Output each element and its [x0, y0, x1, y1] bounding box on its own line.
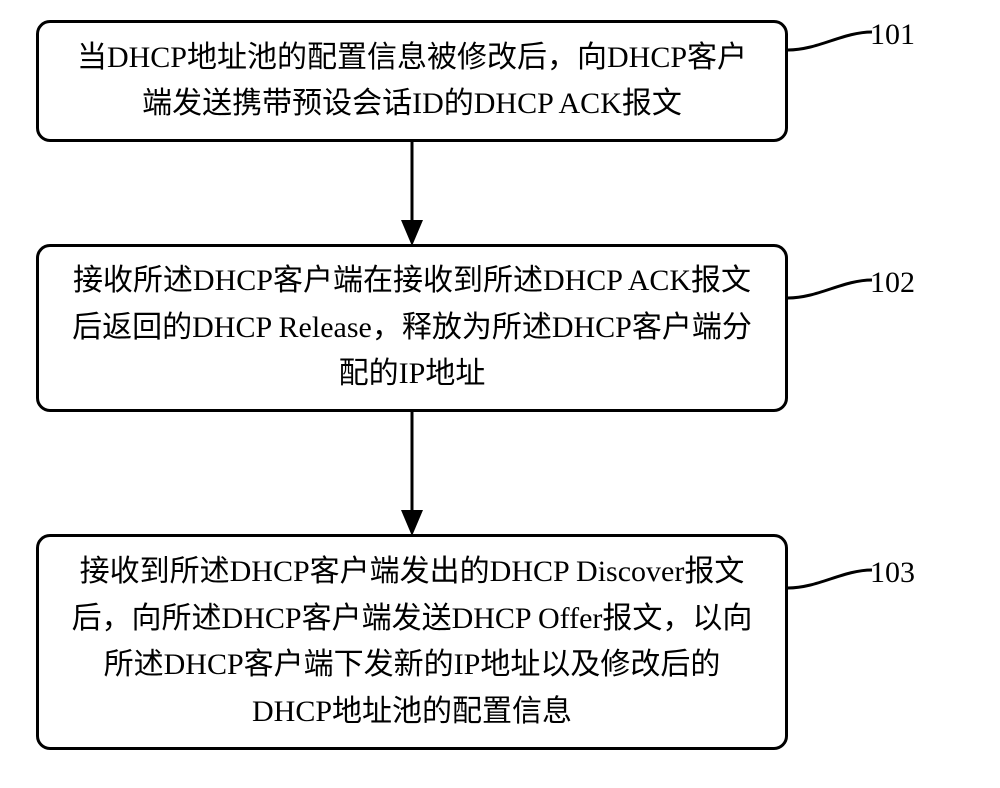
label-brace-1: [788, 30, 878, 62]
node-text: 接收所述DHCP客户端在接收到所述DHCP ACK报文后返回的DHCP Rele…: [67, 258, 757, 398]
edge-step1-step2: [401, 142, 425, 246]
flowchart-node-step3: 接收到所述DHCP客户端发出的DHCP Discover报文后，向所述DHCP客…: [36, 534, 788, 750]
node-text: 当DHCP地址池的配置信息被修改后，向DHCP客户端发送携带预设会话ID的DHC…: [67, 35, 757, 128]
step-label-103: 103: [870, 556, 915, 590]
flowchart-node-step2: 接收所述DHCP客户端在接收到所述DHCP ACK报文后返回的DHCP Rele…: [36, 244, 788, 412]
flowchart-node-step1: 当DHCP地址池的配置信息被修改后，向DHCP客户端发送携带预设会话ID的DHC…: [36, 20, 788, 142]
label-brace-2: [788, 278, 878, 310]
step-label-102: 102: [870, 266, 915, 300]
node-text: 接收到所述DHCP客户端发出的DHCP Discover报文后，向所述DHCP客…: [67, 549, 757, 735]
flowchart-canvas: 当DHCP地址池的配置信息被修改后，向DHCP客户端发送携带预设会话ID的DHC…: [0, 0, 1000, 788]
label-brace-3: [788, 568, 878, 600]
edge-step2-step3: [401, 412, 425, 536]
step-label-101: 101: [870, 18, 915, 52]
